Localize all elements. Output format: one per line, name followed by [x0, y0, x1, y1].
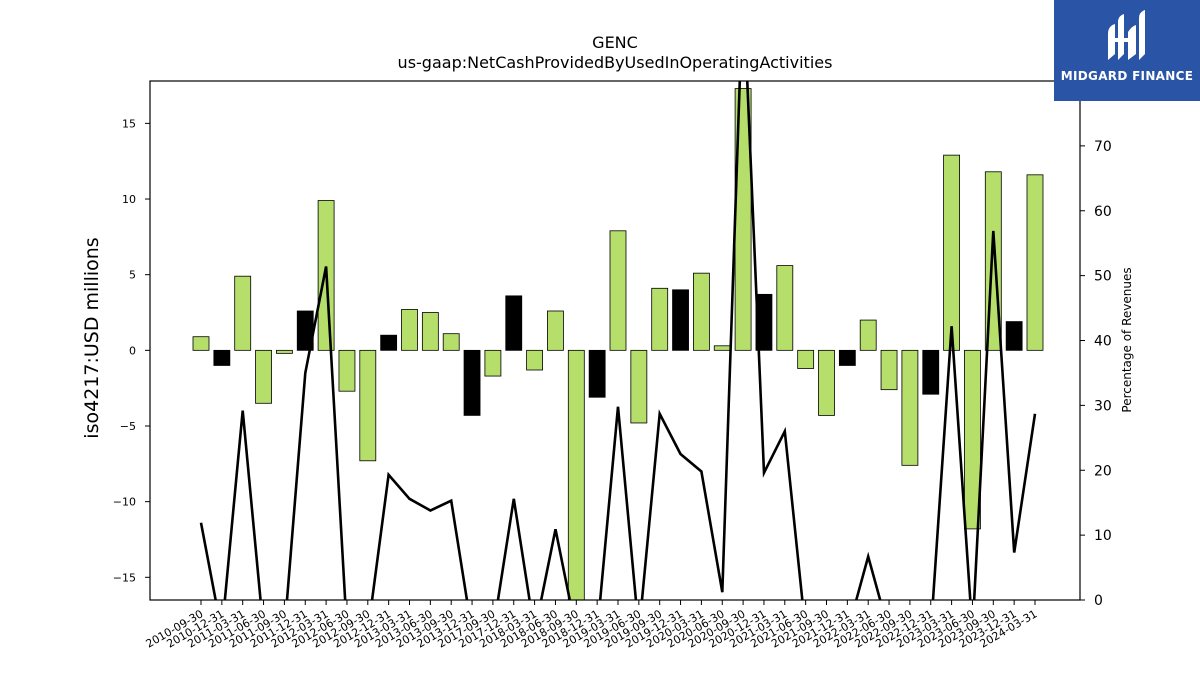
chart-title: GENC: [592, 33, 638, 52]
y-right-tick-label: 0: [1094, 593, 1103, 609]
y-tick-label: −10: [113, 496, 136, 509]
bar-2020-12-31: [755, 293, 773, 351]
bar-2019-09-30: [651, 287, 669, 351]
bar-2020-03-31: [693, 272, 710, 351]
bar-2013-09-30: [442, 333, 460, 351]
bar-2019-06-30: [630, 349, 648, 424]
midgard-logo-icon: [1108, 10, 1145, 60]
bar-2012-12-31: [380, 334, 398, 351]
brand-logo: MIDGARD FINANCE: [1054, 0, 1200, 101]
bar-2013-06-30: [421, 312, 439, 351]
bar-2012-06-30: [338, 349, 356, 392]
y-tick-label: 0: [129, 344, 136, 357]
bar-2020-06-30: [713, 345, 731, 351]
y-right-tick-label: 30: [1094, 398, 1112, 414]
bar-2022-03-31: [859, 319, 877, 351]
y-tick-label: −5: [120, 420, 136, 433]
bar-2021-09-30: [818, 349, 835, 416]
bar-2022-06-30: [880, 349, 898, 391]
bar-2017-09-30: [484, 349, 502, 377]
bar-2010-12-31: [213, 349, 231, 366]
y-tick-label: 15: [122, 117, 136, 130]
percentage-of-revenues-line: [199, 81, 1037, 600]
brand-name: MIDGARD FINANCE: [1060, 69, 1194, 83]
y-tick-label: 10: [122, 193, 136, 206]
bar-2021-12-31: [838, 349, 856, 366]
bar-2022-12-31: [922, 349, 940, 395]
y-right-tick-label: 60: [1094, 204, 1112, 220]
bar-2018-06-30: [547, 310, 564, 351]
bar-2021-03-31: [776, 265, 794, 351]
y-right-tick-label: 40: [1094, 334, 1112, 350]
bar-2023-06-30: [964, 349, 981, 530]
bar-2013-12-31: [463, 349, 481, 416]
bar-2018-12-31: [588, 349, 606, 398]
bar-2013-03-31: [401, 309, 418, 351]
y-tick-label: 5: [129, 269, 136, 282]
bar-2023-03-31: [943, 154, 960, 351]
bar-2019-03-31: [609, 230, 627, 351]
bar-2021-06-30: [797, 349, 815, 369]
bar-2018-03-31: [526, 349, 543, 371]
bar-2011-09-30: [275, 349, 293, 354]
chart-subtitle: us-gaap:NetCashProvidedByUsedInOperating…: [398, 53, 833, 72]
y-right-tick-label: 70: [1094, 139, 1112, 155]
y-right-tick-label: 10: [1094, 528, 1112, 544]
bar-2019-12-31: [672, 289, 689, 351]
y-axis-right-label: Percentage of Revenues: [1120, 267, 1134, 412]
bar-2010-09-30: [192, 336, 210, 351]
y-axis-label: iso4217:USD millions: [81, 237, 103, 438]
bar-2022-09-30: [901, 349, 919, 466]
bar-2018-09-30: [567, 349, 585, 600]
y-right-tick-label: 50: [1094, 269, 1112, 285]
bar-2011-06-30: [255, 349, 272, 404]
y-tick-label: −15: [113, 571, 136, 584]
bar-2024-03-31: [1026, 174, 1044, 351]
bar-2023-12-31: [1005, 321, 1023, 351]
y-right-tick-label: 20: [1094, 463, 1112, 479]
bar-2011-03-31: [234, 275, 252, 351]
bar-2017-12-31: [505, 295, 523, 351]
bar-2012-09-30: [359, 349, 377, 462]
